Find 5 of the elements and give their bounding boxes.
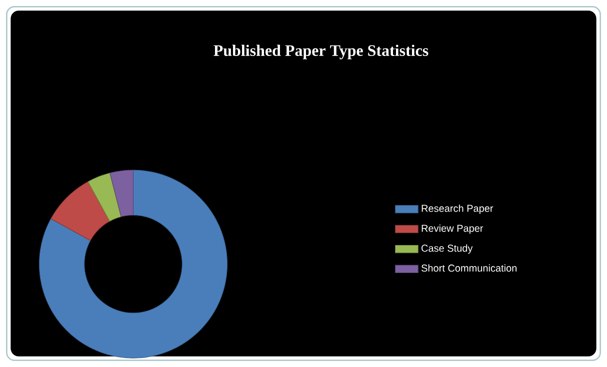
legend-label: Short Communication (421, 264, 517, 272)
legend-label: Review Paper (422, 224, 484, 234)
chart-title: Published Paper Type Statistics (214, 44, 428, 60)
legend-label: Case Study (422, 244, 473, 254)
legend-label: Research Paper (422, 204, 494, 214)
